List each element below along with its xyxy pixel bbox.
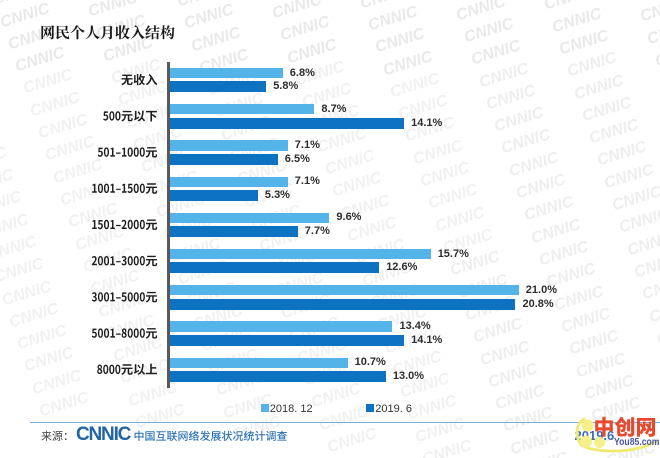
svg-text:CNNIC: CNNIC — [638, 0, 660, 25]
svg-text:CNNIC: CNNIC — [653, 39, 660, 70]
svg-text:CNNIC: CNNIC — [655, 317, 660, 348]
svg-text:CNNIC: CNNIC — [0, 144, 9, 175]
